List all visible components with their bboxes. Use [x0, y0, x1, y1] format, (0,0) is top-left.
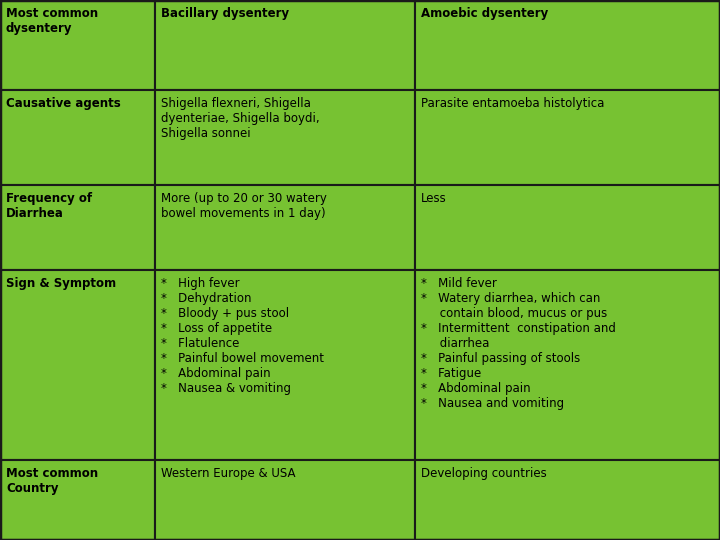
Bar — [0, 270, 155, 460]
Text: Western Europe & USA: Western Europe & USA — [161, 467, 295, 480]
Bar — [415, 0, 720, 90]
Bar — [415, 185, 720, 270]
Bar — [415, 270, 720, 460]
Bar — [155, 460, 415, 540]
Bar — [155, 0, 415, 90]
Text: Bacillary dysentery: Bacillary dysentery — [161, 7, 289, 20]
Text: Amoebic dysentery: Amoebic dysentery — [421, 7, 548, 20]
Text: *   Mild fever
*   Watery diarrhea, which can
     contain blood, mucus or pus
*: * Mild fever * Watery diarrhea, which ca… — [421, 277, 616, 410]
Bar — [415, 90, 720, 185]
Bar — [155, 185, 415, 270]
Text: Parasite entamoeba histolytica: Parasite entamoeba histolytica — [421, 97, 604, 110]
Bar — [0, 0, 155, 90]
Bar — [0, 185, 155, 270]
Text: Shigella flexneri, Shigella
dyenteriae, Shigella boydi,
Shigella sonnei: Shigella flexneri, Shigella dyenteriae, … — [161, 97, 320, 140]
Bar — [0, 460, 155, 540]
Text: Causative agents: Causative agents — [6, 97, 121, 110]
Text: Most common
dysentery: Most common dysentery — [6, 7, 98, 35]
Text: Most common
Country: Most common Country — [6, 467, 98, 495]
Bar — [0, 90, 155, 185]
Text: Developing countries: Developing countries — [421, 467, 546, 480]
Text: Frequency of
Diarrhea: Frequency of Diarrhea — [6, 192, 92, 220]
Text: More (up to 20 or 30 watery
bowel movements in 1 day): More (up to 20 or 30 watery bowel moveme… — [161, 192, 327, 220]
Bar — [155, 90, 415, 185]
Text: Less: Less — [421, 192, 446, 205]
Text: Sign & Symptom: Sign & Symptom — [6, 277, 116, 290]
Text: *   High fever
*   Dehydration
*   Bloody + pus stool
*   Loss of appetite
*   F: * High fever * Dehydration * Bloody + pu… — [161, 277, 324, 395]
Bar — [155, 270, 415, 460]
Bar — [415, 460, 720, 540]
